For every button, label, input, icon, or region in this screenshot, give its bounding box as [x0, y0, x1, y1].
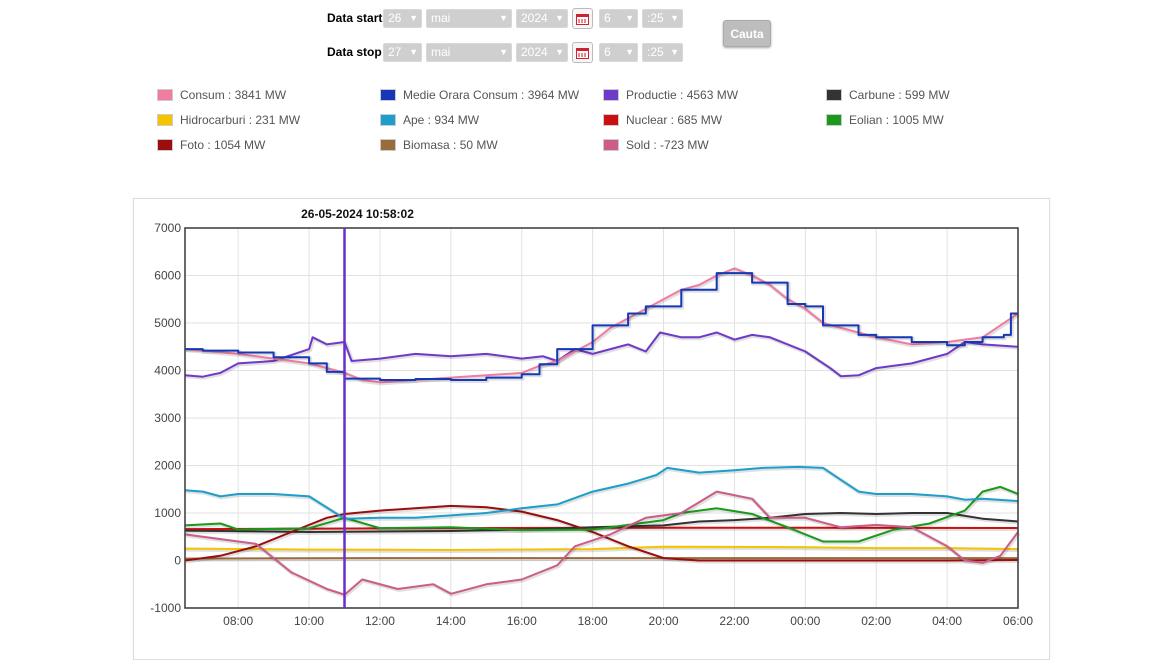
legend-item-hidrocarburi[interactable]: Hidrocarburi : 231 MW: [157, 113, 300, 127]
legend-swatch: [826, 89, 842, 101]
x-tick-label: 14:00: [436, 614, 466, 628]
legend-item-nuclear[interactable]: Nuclear : 685 MW: [603, 113, 722, 127]
y-tick-label: 1000: [154, 506, 181, 520]
chevron-down-icon: ▼: [670, 47, 679, 57]
start-month-select[interactable]: mai ▼: [426, 8, 512, 28]
start-hour-select[interactable]: 6 ▼: [599, 8, 638, 28]
y-tick-label: 0: [174, 554, 181, 568]
series-line-carbune[interactable]: [184, 512, 1019, 533]
x-tick-label: 08:00: [223, 614, 253, 628]
stop-month-select[interactable]: mai ▼: [426, 42, 512, 62]
stop-minute-select[interactable]: :25 ▼: [642, 42, 683, 62]
date-stop-label: Data stop: [327, 45, 382, 59]
axis-ticks: -1000 0 1000 2000 3000 4000 5000 6000 7000 08:00 1…: [150, 221, 1033, 628]
series-line-productie[interactable]: [184, 331, 1019, 378]
y-tick-label: 5000: [154, 316, 181, 330]
date-start-row: Data start 26 ▼ mai ▼ 2024 ▼ 6 ▼ :25 ▼: [327, 7, 687, 29]
series-shadow-sold: [185, 490, 1021, 598]
series-line-medie-orara-consum[interactable]: [185, 272, 1018, 381]
chevron-down-icon: ▼: [499, 13, 508, 23]
series-line-foto[interactable]: [184, 504, 1019, 562]
date-stop-row: Data stop 27 ▼ mai ▼ 2024 ▼ 6 ▼ :25 ▼: [327, 41, 687, 63]
chevron-down-icon: ▼: [625, 47, 634, 57]
legend-swatch: [380, 114, 396, 126]
legend-swatch: [826, 114, 842, 126]
legend-item-eolian[interactable]: Eolian : 1005 MW: [826, 113, 944, 127]
series-line-sold[interactable]: [184, 490, 1019, 596]
x-tick-label: 16:00: [507, 614, 537, 628]
chevron-down-icon: ▼: [670, 13, 679, 23]
calendar-icon[interactable]: [572, 7, 593, 29]
legend-item-biomasa[interactable]: Biomasa : 50 MW: [380, 138, 498, 152]
legend-swatch: [603, 89, 619, 101]
date-start-label: Data start: [327, 11, 383, 25]
series-line-biomasa[interactable]: [184, 557, 1018, 560]
legend-swatch: [157, 89, 173, 101]
legend-item-foto[interactable]: Foto : 1054 MW: [157, 138, 265, 152]
plot-frame: [184, 227, 1019, 609]
chevron-down-icon: ▼: [409, 13, 418, 23]
x-tick-label: 12:00: [365, 614, 395, 628]
series-shadow-eolian: [185, 485, 1020, 545]
legend-item-sold[interactable]: Sold : -723 MW: [603, 138, 709, 152]
legend-item-ape[interactable]: Ape : 934 MW: [380, 113, 479, 127]
chevron-down-icon: ▼: [409, 47, 418, 57]
legend-swatch: [603, 114, 619, 126]
series-line-hidrocarburi[interactable]: [184, 545, 1019, 551]
y-tick-label: -1000: [150, 601, 181, 615]
series-line-ape[interactable]: [184, 465, 1019, 520]
stop-year-select[interactable]: 2024 ▼: [516, 42, 568, 62]
x-tick-label: 02:00: [861, 614, 891, 628]
y-tick-label: 4000: [154, 364, 181, 378]
calendar-icon[interactable]: [572, 41, 593, 63]
stop-hour-select[interactable]: 6 ▼: [599, 42, 638, 62]
legend-swatch: [380, 139, 396, 151]
x-tick-label: 06:00: [1003, 614, 1033, 628]
x-tick-label: 20:00: [649, 614, 679, 628]
legend-item-consum[interactable]: Consum : 3841 MW: [157, 88, 286, 102]
time-cursor-label: 26-05-2024 10:58:02: [301, 207, 414, 221]
x-tick-label: 22:00: [719, 614, 749, 628]
start-year-select[interactable]: 2024 ▼: [516, 8, 568, 28]
chevron-down-icon: ▼: [555, 47, 564, 57]
y-tick-label: 3000: [154, 411, 181, 425]
start-minute-select[interactable]: :25 ▼: [642, 8, 683, 28]
start-day-select[interactable]: 26 ▼: [383, 8, 422, 28]
chart-series: [184, 267, 1021, 598]
legend-swatch: [157, 139, 173, 151]
legend-item-carbune[interactable]: Carbune : 599 MW: [826, 88, 950, 102]
x-tick-label: 10:00: [294, 614, 324, 628]
y-tick-label: 6000: [154, 269, 181, 283]
chevron-down-icon: ▼: [499, 47, 508, 57]
search-button[interactable]: Cauta: [723, 20, 771, 47]
legend-item-medie-orara[interactable]: Medie Orara Consum : 3964 MW: [380, 88, 579, 102]
x-tick-label: 04:00: [932, 614, 962, 628]
y-tick-label: 2000: [154, 459, 181, 473]
y-tick-label: 7000: [154, 221, 181, 235]
x-tick-label: 18:00: [578, 614, 608, 628]
x-tick-label: 00:00: [790, 614, 820, 628]
legend-swatch: [157, 114, 173, 126]
chevron-down-icon: ▼: [625, 13, 634, 23]
stop-day-select[interactable]: 27 ▼: [383, 42, 422, 62]
legend-item-productie[interactable]: Productie : 4563 MW: [603, 88, 738, 102]
legend-swatch: [380, 89, 396, 101]
legend-swatch: [603, 139, 619, 151]
chevron-down-icon: ▼: [555, 13, 564, 23]
